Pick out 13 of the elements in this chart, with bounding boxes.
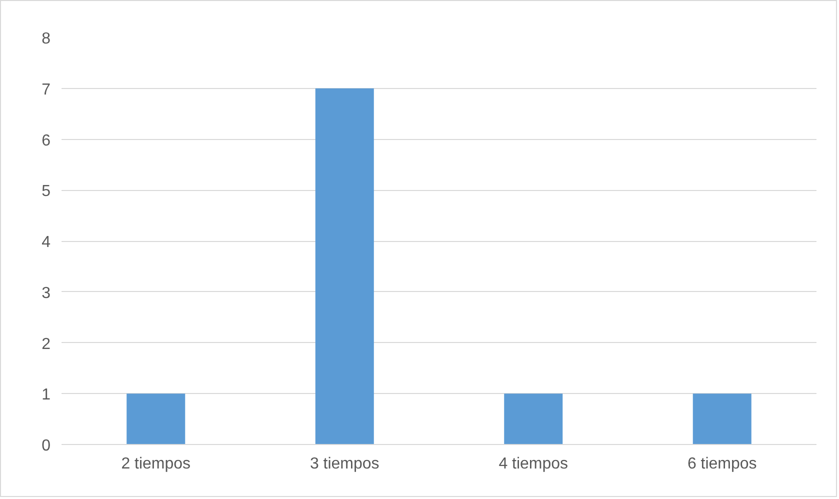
y-tick-label: 7 <box>42 81 51 98</box>
x-tick-label: 6 tiempos <box>687 456 757 472</box>
x-tick-label: 3 tiempos <box>310 456 380 472</box>
y-tick-label: 6 <box>42 132 51 150</box>
y-tick-label: 3 <box>42 284 51 302</box>
y-tick-label: 2 <box>42 336 51 353</box>
x-tick-label: 4 tiempos <box>498 456 568 472</box>
y-tick-label: 0 <box>42 438 51 454</box>
y-tick-label: 4 <box>42 234 51 251</box>
y-tick-label: 5 <box>42 183 51 200</box>
x-tick-label: 2 tiempos <box>121 456 191 472</box>
y-tick-label: 1 <box>42 386 51 404</box>
y-tick-label: 8 <box>42 30 51 48</box>
